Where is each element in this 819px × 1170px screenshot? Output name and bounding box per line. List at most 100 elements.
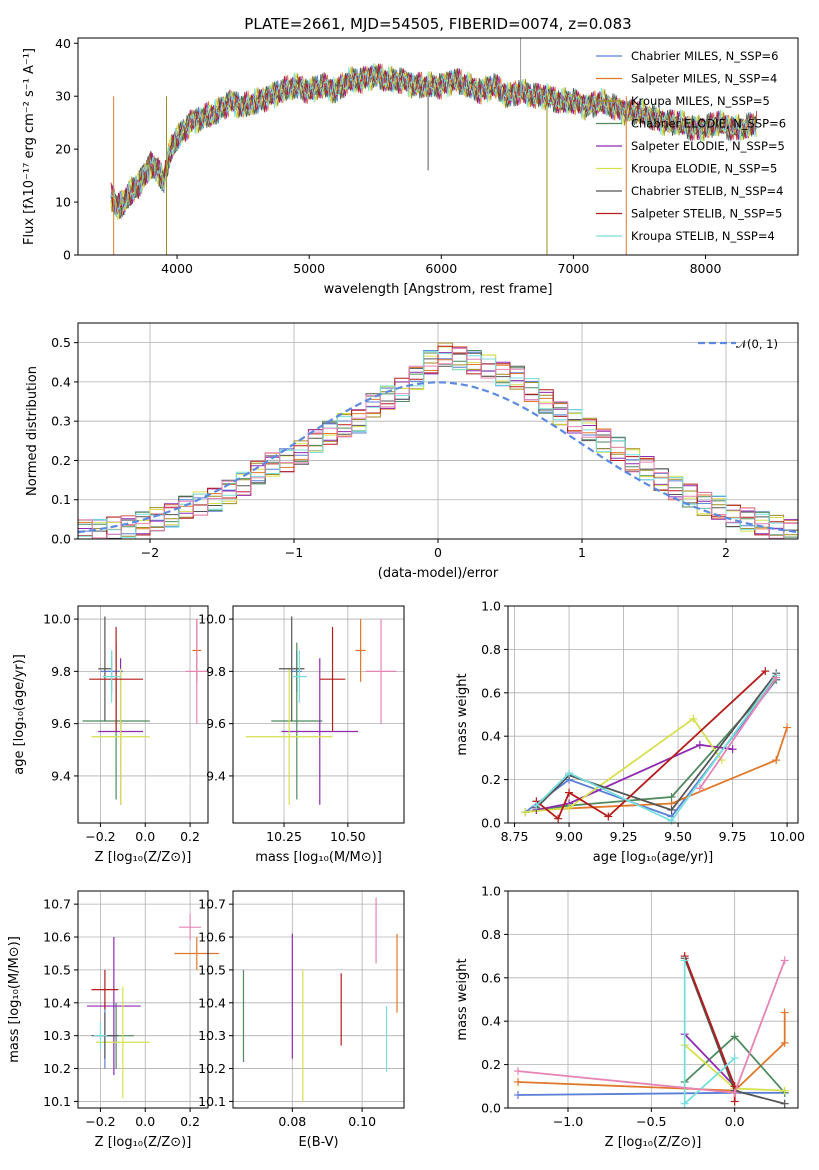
y-tick-label: 0.3 (51, 414, 71, 429)
weight-marker (565, 788, 574, 797)
y-tick-label: 0.6 (481, 685, 501, 700)
weight-marker (780, 1099, 789, 1108)
y-tick-label: 0.2 (481, 1057, 501, 1072)
y-tick-label: 9.8 (206, 664, 226, 679)
errorbar-point-7 (102, 650, 121, 703)
weight-marker (514, 1067, 522, 1076)
weight-marker (780, 956, 789, 965)
axes-frame (232, 890, 405, 1109)
y-tick-label: 10.6 (198, 930, 226, 945)
legend-entry-4: Salpeter ELODIE, N_SSP=5 (631, 139, 785, 153)
y-axis-label: mass weight (455, 673, 470, 755)
weight-marker (780, 1086, 789, 1095)
axes-frame (507, 605, 799, 824)
y-axis-label: age [log₁₀(age/yr)] (12, 654, 27, 775)
weight-marker (532, 801, 541, 810)
weight-series-1 (536, 727, 788, 811)
y-tick-label: 10.2 (43, 1061, 71, 1076)
y-axis-label: mass [log₁₀(M/M⊙)] (7, 936, 22, 1063)
y-axis-label: Normed distribution (25, 366, 40, 496)
x-axis-label: Z [log₁₀(Z/Z⊙)] (605, 1135, 702, 1150)
spectrum-series-5 (110, 63, 758, 220)
x-axis-label: age [log₁₀(age/yr)] (593, 850, 714, 865)
y-axis-label: mass weight (455, 958, 470, 1040)
weight-marker (783, 723, 792, 732)
weight-marker (772, 673, 781, 682)
weight-series-2 (525, 679, 777, 813)
y-tick-label: 9.4 (206, 768, 226, 783)
y-tick-label: 10.1 (43, 1094, 71, 1109)
y-tick-label: 0 (63, 248, 71, 263)
x-tick-label: 10.25 (266, 829, 302, 844)
y-tick-label: 0.4 (481, 1014, 501, 1029)
weight-marker (695, 740, 704, 749)
legend-entry-0: Chabrier MILES, N_SSP=6 (631, 49, 778, 63)
figure-title: PLATE=2661, MJD=54505, FIBERID=0074, z=0… (244, 15, 631, 33)
weight-series-6 (535, 670, 766, 821)
legend-entry-5: Kroupa ELODIE, N_SSP=5 (631, 162, 777, 176)
y-tick-label: 10.5 (43, 962, 71, 977)
legend-entry-1: Salpeter MILES, N_SSP=4 (631, 72, 777, 86)
x-tick-label: −1 (285, 545, 303, 560)
y-tick-label: 0.8 (481, 642, 501, 657)
chart-panel-3: 10.25 10.50 9.4 9.6 9.8 10.0 mass [log₁₀(M/M⊙)… (198, 605, 405, 865)
errorbar-point-3 (86, 937, 141, 1076)
weight-marker (514, 1077, 522, 1086)
weight-marker (761, 667, 770, 676)
y-tick-label: 0.0 (481, 816, 501, 831)
spectrum-series-7 (110, 63, 758, 215)
weight-marker (695, 784, 704, 793)
errorbar-point-7 (291, 650, 308, 703)
weight-marker (730, 1054, 739, 1063)
x-tick-label: 0.0 (725, 1114, 745, 1129)
errorbar-point-7 (93, 1022, 108, 1049)
weight-marker (514, 1090, 522, 1099)
y-tick-label: 9.6 (206, 716, 226, 731)
y-tick-label: 0.4 (481, 729, 501, 744)
y-axis-label: Flux [fλ10⁻¹⁷ erg cm⁻² s⁻¹ A⁻¹] (22, 48, 37, 245)
weight-series-1 (517, 1012, 786, 1092)
weight-marker (554, 814, 563, 823)
axes-frame (77, 605, 209, 824)
y-tick-label: 10.3 (43, 1028, 71, 1043)
errorbar-point-5 (278, 616, 305, 722)
weight-marker (680, 956, 689, 965)
spectrum-series-6 (110, 66, 758, 220)
y-tick-label: 1.0 (481, 884, 501, 899)
x-tick-label: 2 (722, 545, 730, 560)
x-tick-label: 9.50 (664, 829, 692, 844)
errorbar-point-1 (355, 619, 366, 682)
spectrum-lines (110, 38, 758, 255)
x-tick-label: 0.08 (278, 1114, 306, 1129)
spectrum-series-8 (110, 63, 758, 217)
weight-marker (667, 805, 676, 814)
x-tick-label: 8.75 (501, 829, 529, 844)
y-tick-label: 0.6 (481, 970, 501, 985)
weight-marker (565, 769, 574, 778)
x-axis-label: E(B-V) (298, 1135, 338, 1150)
x-tick-label: 9.75 (719, 829, 747, 844)
y-tick-label: 10.5 (198, 962, 226, 977)
errorbar-point-6 (89, 626, 143, 732)
y-tick-label: 10.2 (198, 1061, 226, 1076)
x-tick-label: 0.10 (348, 1114, 376, 1129)
x-tick-label: 9.25 (610, 829, 638, 844)
y-tick-label: 0.2 (481, 772, 501, 787)
weight-series-3 (536, 743, 733, 811)
x-tick-label: −0.2 (85, 1114, 115, 1129)
legend-entry-7: Salpeter STELIB, N_SSP=5 (631, 207, 782, 221)
weight-marker (667, 792, 676, 801)
chart-panel-5: −0.2 0.0 0.2 10.1 10.2 10.3 10.4 10.5 10.6 10.7 Z … (7, 890, 220, 1150)
weight-marker (780, 1008, 789, 1017)
errorbar-point-5 (98, 616, 112, 722)
y-tick-label: 10.7 (43, 897, 71, 912)
legend-entry-3: Chabrier ELODIE, N_SSP=6 (631, 117, 786, 131)
y-tick-label: 10.6 (43, 930, 71, 945)
weight-marker (565, 803, 574, 812)
errorbar-point-8 (365, 619, 397, 724)
y-tick-label: 0.0 (51, 532, 71, 547)
x-axis-label: Z [log₁₀(Z/Z⊙)] (95, 1135, 192, 1150)
errorbar-point-6 (319, 626, 346, 732)
errorbar-point-6 (91, 969, 119, 1010)
